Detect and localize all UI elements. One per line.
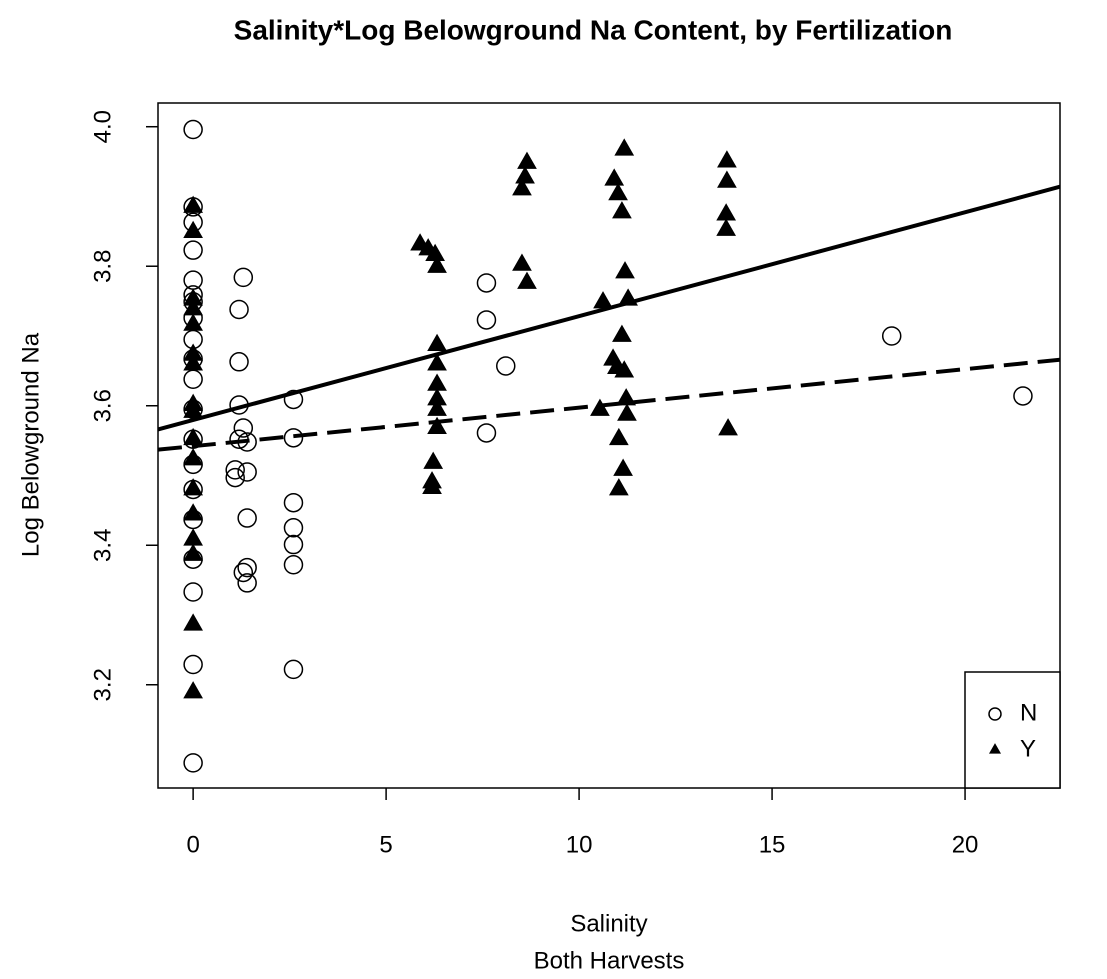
- point: [427, 255, 447, 273]
- point: [604, 168, 625, 186]
- x-axis-label: Salinity: [570, 910, 647, 937]
- point: [183, 353, 203, 371]
- point: [233, 267, 254, 288]
- point: [283, 534, 304, 555]
- point: [183, 369, 203, 389]
- legend-label: Y: [1020, 735, 1036, 762]
- point: [427, 373, 447, 391]
- point: [427, 416, 447, 434]
- legend-marker: [989, 743, 1001, 754]
- point: [614, 138, 635, 156]
- point: [716, 218, 737, 236]
- point: [512, 178, 532, 196]
- point: [237, 508, 257, 528]
- point: [283, 659, 304, 680]
- point: [612, 324, 632, 342]
- y-tick-label: 3.2: [89, 668, 116, 701]
- y-tick-label: 3.8: [89, 250, 116, 283]
- point: [614, 360, 635, 378]
- x-tick-label: 10: [566, 831, 593, 858]
- point: [608, 478, 629, 496]
- plot-frame: [157, 102, 1061, 789]
- x-tick-label: 20: [952, 831, 979, 858]
- point: [423, 451, 444, 469]
- point: [183, 220, 203, 238]
- y-tick-label: 3.4: [89, 529, 116, 562]
- point: [496, 356, 516, 376]
- point: [617, 403, 637, 421]
- point: [612, 201, 632, 219]
- point: [613, 458, 633, 476]
- point: [233, 562, 254, 583]
- point: [183, 313, 203, 331]
- point: [422, 476, 442, 494]
- point: [183, 582, 203, 602]
- y-axis-label: Log Belowground Na: [17, 332, 44, 557]
- point: [517, 151, 537, 169]
- point: [237, 573, 257, 593]
- point: [183, 478, 203, 496]
- point: [183, 543, 203, 561]
- point: [517, 271, 537, 289]
- point: [427, 333, 447, 351]
- fit-line: [158, 357, 1060, 452]
- point: [237, 557, 257, 578]
- point: [183, 613, 203, 631]
- point: [476, 423, 497, 443]
- point: [283, 555, 304, 575]
- point: [183, 427, 203, 446]
- point: [183, 753, 203, 773]
- point: [283, 492, 304, 513]
- point: [608, 183, 628, 201]
- fit-line: [158, 184, 1060, 432]
- point: [427, 398, 447, 416]
- x-tick-label: 0: [186, 831, 199, 858]
- point: [237, 462, 257, 482]
- point: [225, 467, 245, 488]
- point: [233, 418, 254, 438]
- legend-box: [964, 671, 1061, 789]
- point: [183, 448, 203, 466]
- point: [476, 310, 497, 330]
- point: [183, 195, 203, 213]
- point: [590, 398, 610, 416]
- point: [183, 681, 203, 699]
- point: [183, 400, 203, 418]
- point: [225, 460, 245, 480]
- legend-label: N: [1020, 699, 1037, 726]
- point: [427, 353, 447, 371]
- point: [283, 428, 304, 448]
- y-tick-label: 3.6: [89, 389, 116, 422]
- point: [716, 203, 737, 221]
- point: [183, 119, 203, 140]
- point: [717, 170, 737, 188]
- point: [717, 150, 737, 168]
- point: [1013, 386, 1033, 406]
- point: [881, 326, 902, 346]
- point: [718, 418, 738, 436]
- point: [183, 528, 203, 546]
- point: [515, 166, 535, 184]
- chart-title: Salinity*Log Belowground Na Content, by …: [234, 14, 953, 45]
- point: [229, 299, 249, 320]
- point: [283, 389, 304, 410]
- point: [512, 253, 532, 271]
- point: [476, 273, 497, 293]
- subtitle: Both Harvests: [534, 947, 685, 974]
- x-tick-label: 15: [759, 831, 786, 858]
- point: [183, 654, 203, 675]
- point: [229, 352, 249, 372]
- point: [183, 240, 203, 260]
- point: [283, 518, 304, 538]
- point: [608, 427, 629, 446]
- point: [616, 388, 637, 406]
- point: [615, 261, 635, 279]
- point: [183, 503, 203, 521]
- point: [593, 291, 613, 309]
- x-tick-label: 5: [379, 831, 392, 858]
- y-tick-label: 4.0: [89, 110, 116, 143]
- legend-marker: [988, 707, 1002, 721]
